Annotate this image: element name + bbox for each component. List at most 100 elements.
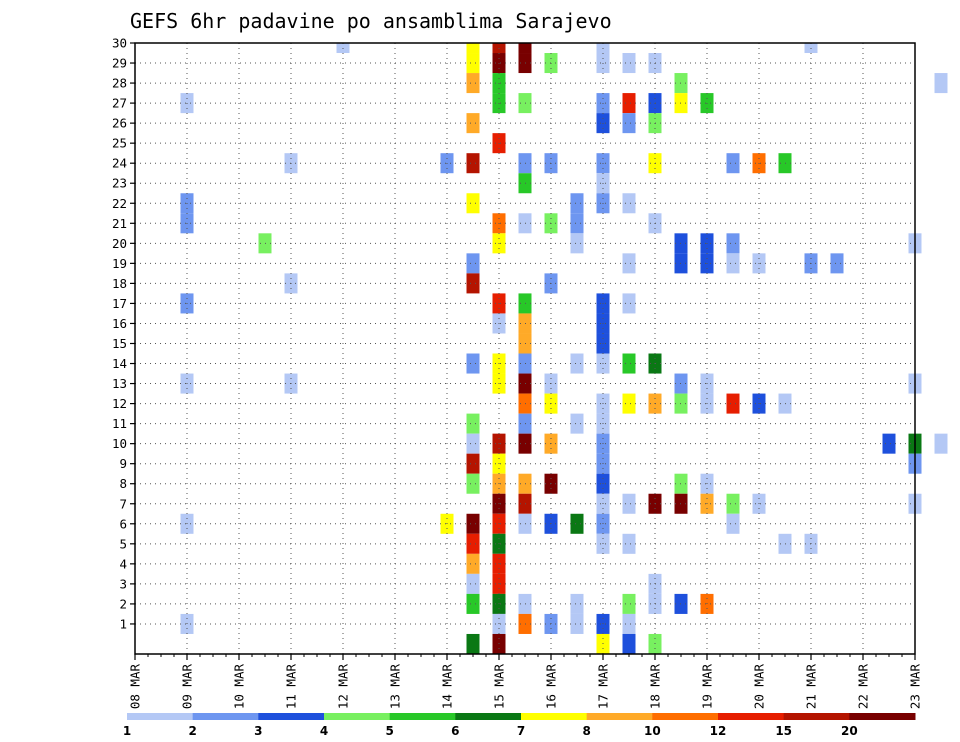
y-tick-label: 14 bbox=[112, 356, 127, 371]
heatmap-cell bbox=[570, 353, 584, 374]
colorbar-swatch bbox=[192, 713, 259, 720]
x-tick-label: 23 MAR bbox=[908, 664, 923, 710]
colorbar-label: 1 bbox=[123, 724, 131, 738]
heatmap-cell bbox=[622, 293, 636, 314]
heatmap-cell bbox=[570, 413, 584, 434]
x-tick-label: 19 MAR bbox=[700, 664, 715, 710]
colorbar-label: 8 bbox=[582, 724, 590, 738]
x-tick-label: 08 MAR bbox=[128, 664, 143, 710]
y-tick-label: 9 bbox=[119, 456, 127, 471]
colorbar-swatch bbox=[389, 713, 456, 720]
colorbar-label: 6 bbox=[451, 724, 459, 738]
heatmap-cell bbox=[726, 513, 740, 534]
heatmap-cell bbox=[726, 153, 740, 174]
heatmap-cell bbox=[726, 253, 740, 274]
heatmap-cell bbox=[934, 433, 948, 454]
y-tick-label: 23 bbox=[112, 176, 127, 191]
x-axis: 08 MAR 09 MAR 10 MAR 11 MAR 12 MAR 13 MAR 14 M… bbox=[128, 654, 923, 709]
heatmap-cell bbox=[466, 193, 480, 214]
colorbar-label: 2 bbox=[188, 724, 196, 738]
heatmap-cells bbox=[180, 43, 948, 654]
colorbar: 1 2 3 4 5 6 7 8 10 12 15 20 bbox=[123, 713, 916, 738]
heatmap-cell bbox=[622, 533, 636, 554]
colorbar-swatch bbox=[455, 713, 522, 720]
colorbar-label: 12 bbox=[710, 724, 727, 738]
colorbar-swatch bbox=[127, 713, 194, 720]
heatmap-cell bbox=[622, 93, 636, 114]
x-tick-label: 21 MAR bbox=[804, 664, 819, 710]
colorbar-swatch bbox=[586, 713, 653, 720]
y-tick-label: 27 bbox=[112, 96, 127, 111]
x-tick-label: 17 MAR bbox=[596, 664, 611, 710]
heatmap-cell bbox=[466, 273, 480, 294]
x-tick-label: 09 MAR bbox=[180, 664, 195, 710]
heatmap-cell bbox=[622, 113, 636, 134]
y-tick-label: 7 bbox=[119, 496, 127, 511]
heatmap-cell bbox=[466, 113, 480, 134]
y-tick-label: 4 bbox=[119, 556, 127, 571]
colorbar-swatch bbox=[718, 713, 785, 720]
colorbar-label: 4 bbox=[320, 724, 328, 738]
heatmap-cell bbox=[466, 433, 480, 454]
y-tick-label: 10 bbox=[112, 436, 127, 451]
colorbar-swatch bbox=[849, 713, 916, 720]
heatmap-cell bbox=[466, 53, 480, 74]
y-tick-label: 17 bbox=[112, 296, 127, 311]
heatmap-cell bbox=[466, 533, 480, 554]
y-tick-label: 19 bbox=[112, 256, 127, 271]
heatmap-cell bbox=[466, 593, 480, 614]
heatmap-cell bbox=[622, 593, 636, 614]
heatmap-cell bbox=[830, 253, 844, 274]
colorbar-label: 20 bbox=[841, 724, 858, 738]
colorbar-swatch bbox=[521, 713, 588, 720]
colorbar-label: 5 bbox=[385, 724, 393, 738]
heatmap-cell bbox=[570, 593, 584, 614]
heatmap-cell bbox=[570, 613, 584, 634]
y-tick-label: 16 bbox=[112, 316, 127, 331]
y-tick-label: 18 bbox=[112, 276, 127, 291]
y-tick-label: 6 bbox=[119, 516, 127, 531]
x-tick-label: 15 MAR bbox=[492, 664, 507, 710]
y-tick-label: 5 bbox=[119, 536, 127, 551]
heatmap-cell bbox=[570, 213, 584, 234]
colorbar-label: 7 bbox=[517, 724, 525, 738]
heatmap-cell bbox=[726, 233, 740, 254]
y-tick-label: 12 bbox=[112, 396, 127, 411]
heatmap-cell bbox=[466, 633, 480, 654]
colorbar-swatch bbox=[324, 713, 391, 720]
heatmap-cell bbox=[466, 253, 480, 274]
y-tick-label: 30 bbox=[112, 36, 127, 51]
x-tick-label: 16 MAR bbox=[544, 664, 559, 710]
x-tick-label: 12 MAR bbox=[336, 664, 351, 710]
heatmap-cell bbox=[934, 73, 948, 94]
heatmap-cell bbox=[466, 413, 480, 434]
heatmap-cell bbox=[622, 353, 636, 374]
y-tick-label: 26 bbox=[112, 116, 127, 131]
heatmap-cell bbox=[726, 493, 740, 514]
y-tick-label: 15 bbox=[112, 336, 127, 351]
y-tick-label: 22 bbox=[112, 196, 127, 211]
x-tick-label: 10 MAR bbox=[232, 664, 247, 710]
heatmap-cell bbox=[518, 43, 532, 54]
y-tick-label: 3 bbox=[119, 576, 127, 591]
heatmap-cell bbox=[882, 433, 896, 454]
heatmap-cell bbox=[466, 513, 480, 534]
heatmap-cell bbox=[726, 393, 740, 414]
heatmap-cell bbox=[466, 43, 480, 54]
y-tick-label: 11 bbox=[112, 416, 127, 431]
heatmap-cell bbox=[466, 473, 480, 494]
y-tick-label: 2 bbox=[119, 596, 127, 611]
y-tick-label: 25 bbox=[112, 136, 127, 151]
colorbar-swatch bbox=[258, 713, 325, 720]
colorbar-label: 10 bbox=[644, 724, 661, 738]
colorbar-label: 3 bbox=[254, 724, 262, 738]
heatmap-cell bbox=[466, 573, 480, 594]
heatmap-cell bbox=[570, 193, 584, 214]
heatmap-cell bbox=[466, 73, 480, 94]
y-tick-label: 8 bbox=[119, 476, 127, 491]
x-tick-label: 13 MAR bbox=[388, 664, 403, 710]
y-tick-label: 13 bbox=[112, 376, 127, 391]
y-tick-label: 29 bbox=[112, 56, 127, 71]
y-tick-label: 20 bbox=[112, 236, 127, 251]
